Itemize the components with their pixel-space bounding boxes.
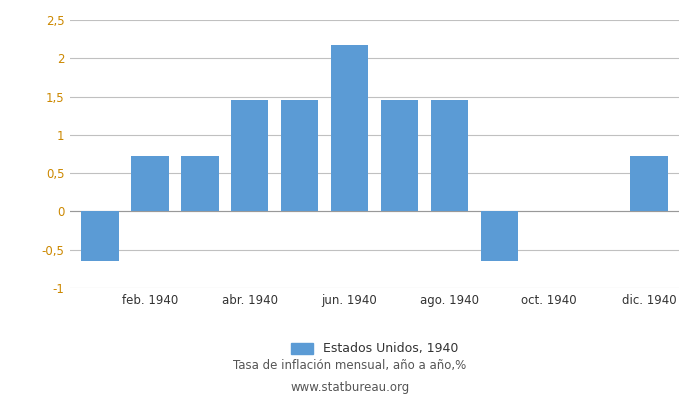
Text: www.statbureau.org: www.statbureau.org <box>290 382 410 394</box>
Bar <box>331 45 368 212</box>
Legend: Estados Unidos, 1940: Estados Unidos, 1940 <box>290 342 458 356</box>
Bar <box>281 100 318 212</box>
Bar <box>131 156 169 212</box>
Text: Tasa de inflación mensual, año a año,%: Tasa de inflación mensual, año a año,% <box>233 360 467 372</box>
Bar <box>481 212 518 261</box>
Bar <box>181 156 218 212</box>
Bar <box>430 100 468 212</box>
Bar <box>381 100 418 212</box>
Bar <box>231 100 268 212</box>
Bar <box>630 156 668 212</box>
Bar <box>81 212 119 261</box>
